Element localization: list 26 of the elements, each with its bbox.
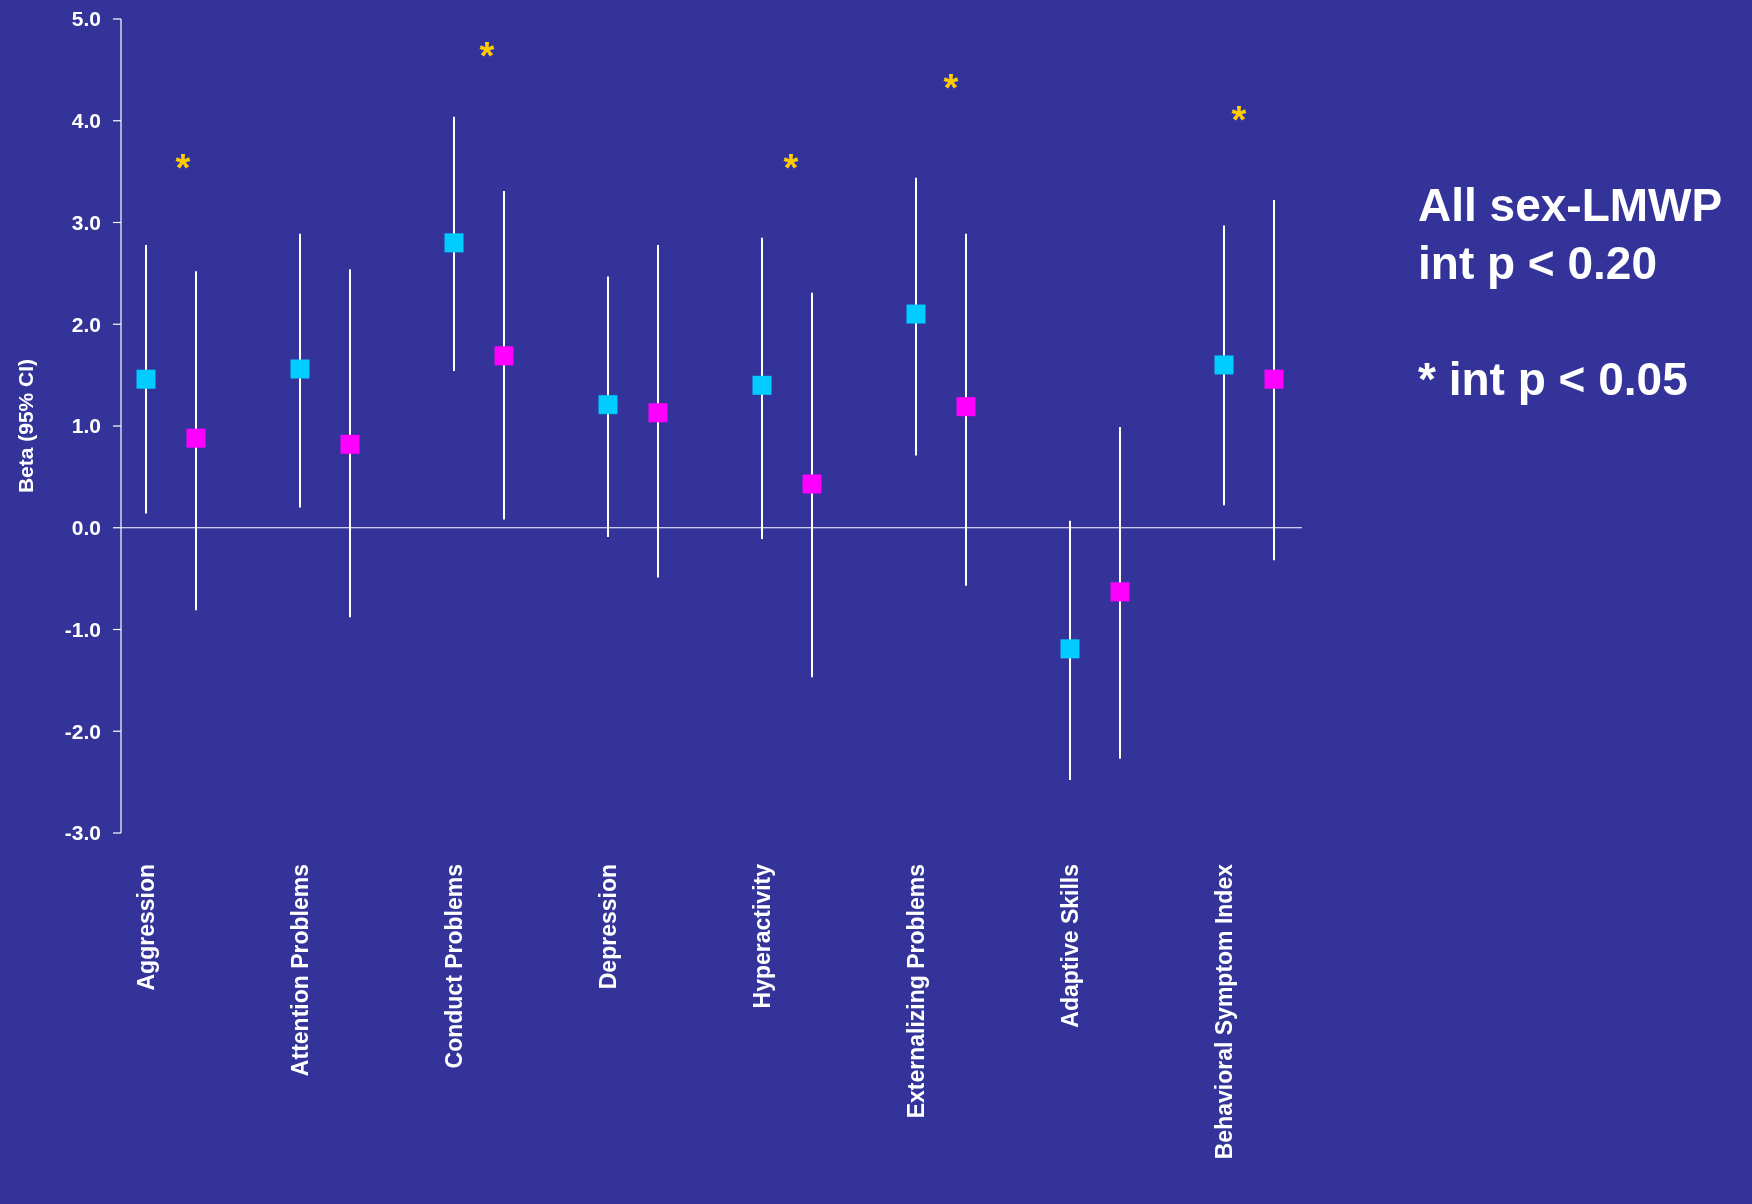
x-tick-label: Externalizing Problems (903, 864, 930, 1119)
annotation: * (175, 147, 191, 189)
annotation: * (1231, 99, 1247, 141)
annotation: * (479, 35, 495, 77)
text: int p < 0.20 (1418, 237, 1658, 290)
text: All sex-LMWP (1418, 179, 1723, 232)
x-tick-label: Depression (595, 864, 622, 990)
x-tick-label: Behavioral Symptom Index (1211, 863, 1238, 1160)
y-tick-label: 4.0 (71, 109, 101, 133)
x-tick-label: Attention Problems (287, 864, 314, 1077)
x-tick-label: Conduct Problems (441, 864, 468, 1069)
y-tick-label: 0.0 (71, 516, 101, 540)
x-tick-label: Hyperactivity (749, 863, 776, 1009)
y-tick-label: 2.0 (71, 312, 101, 336)
y-axis-title: Beta (95% CI) (14, 358, 38, 494)
annotation: * (783, 147, 799, 189)
text: * int p < 0.05 (1418, 353, 1688, 406)
x-tick-label: Aggression (133, 864, 160, 991)
y-tick-label: 1.0 (71, 414, 101, 438)
annotation: * (943, 67, 959, 109)
y-tick-label: 5.0 (71, 7, 101, 31)
x-tick-label: Adaptive Skills (1057, 864, 1084, 1028)
y-tick-label: -1.0 (64, 617, 101, 641)
y-tick-label: -3.0 (64, 821, 101, 845)
y-tick-label: -2.0 (64, 719, 101, 743)
y-tick-label: 3.0 (71, 210, 101, 234)
